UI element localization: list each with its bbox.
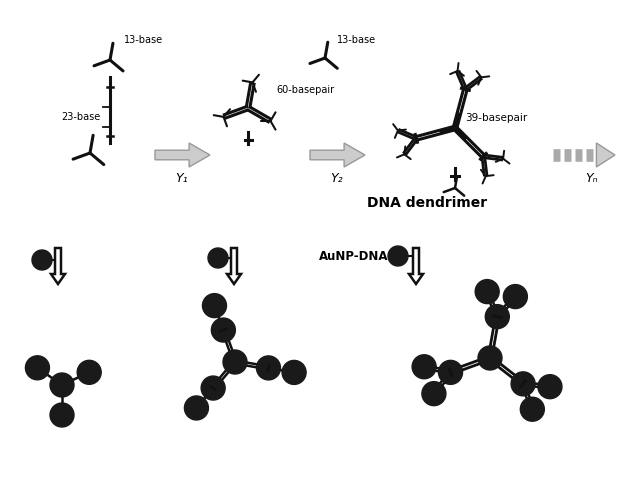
Text: 23-base: 23-base: [61, 112, 100, 122]
Circle shape: [439, 360, 462, 385]
FancyArrow shape: [155, 143, 210, 167]
Circle shape: [201, 376, 225, 400]
Circle shape: [422, 382, 446, 406]
Circle shape: [26, 356, 49, 380]
Circle shape: [412, 355, 436, 379]
Circle shape: [50, 403, 74, 427]
Circle shape: [32, 250, 52, 270]
Circle shape: [184, 396, 209, 420]
Text: 39-basepair: 39-basepair: [465, 113, 527, 123]
Circle shape: [475, 280, 499, 304]
FancyArrow shape: [310, 143, 365, 167]
Circle shape: [503, 285, 527, 308]
Text: Y₂: Y₂: [331, 171, 343, 184]
Circle shape: [478, 346, 502, 370]
Circle shape: [257, 356, 280, 380]
Circle shape: [520, 397, 545, 421]
Text: 13-base: 13-base: [124, 35, 163, 45]
Text: AuNP-DNA: AuNP-DNA: [318, 249, 388, 263]
FancyArrow shape: [409, 248, 423, 284]
Circle shape: [50, 373, 74, 397]
Circle shape: [77, 360, 101, 385]
Text: 13-base: 13-base: [337, 35, 376, 45]
Circle shape: [485, 305, 509, 328]
Circle shape: [538, 375, 562, 399]
FancyArrow shape: [51, 248, 65, 284]
Circle shape: [388, 246, 408, 266]
Circle shape: [282, 361, 306, 385]
Text: Yₙ: Yₙ: [586, 171, 598, 184]
Circle shape: [208, 248, 228, 268]
Text: Y₁: Y₁: [176, 171, 188, 184]
Text: DNA dendrimer: DNA dendrimer: [367, 196, 487, 210]
Circle shape: [211, 318, 235, 342]
FancyArrow shape: [596, 143, 615, 167]
Circle shape: [511, 372, 535, 396]
FancyArrow shape: [227, 248, 241, 284]
Circle shape: [202, 294, 227, 318]
Circle shape: [223, 350, 247, 374]
Text: 60-basepair: 60-basepair: [276, 85, 334, 95]
